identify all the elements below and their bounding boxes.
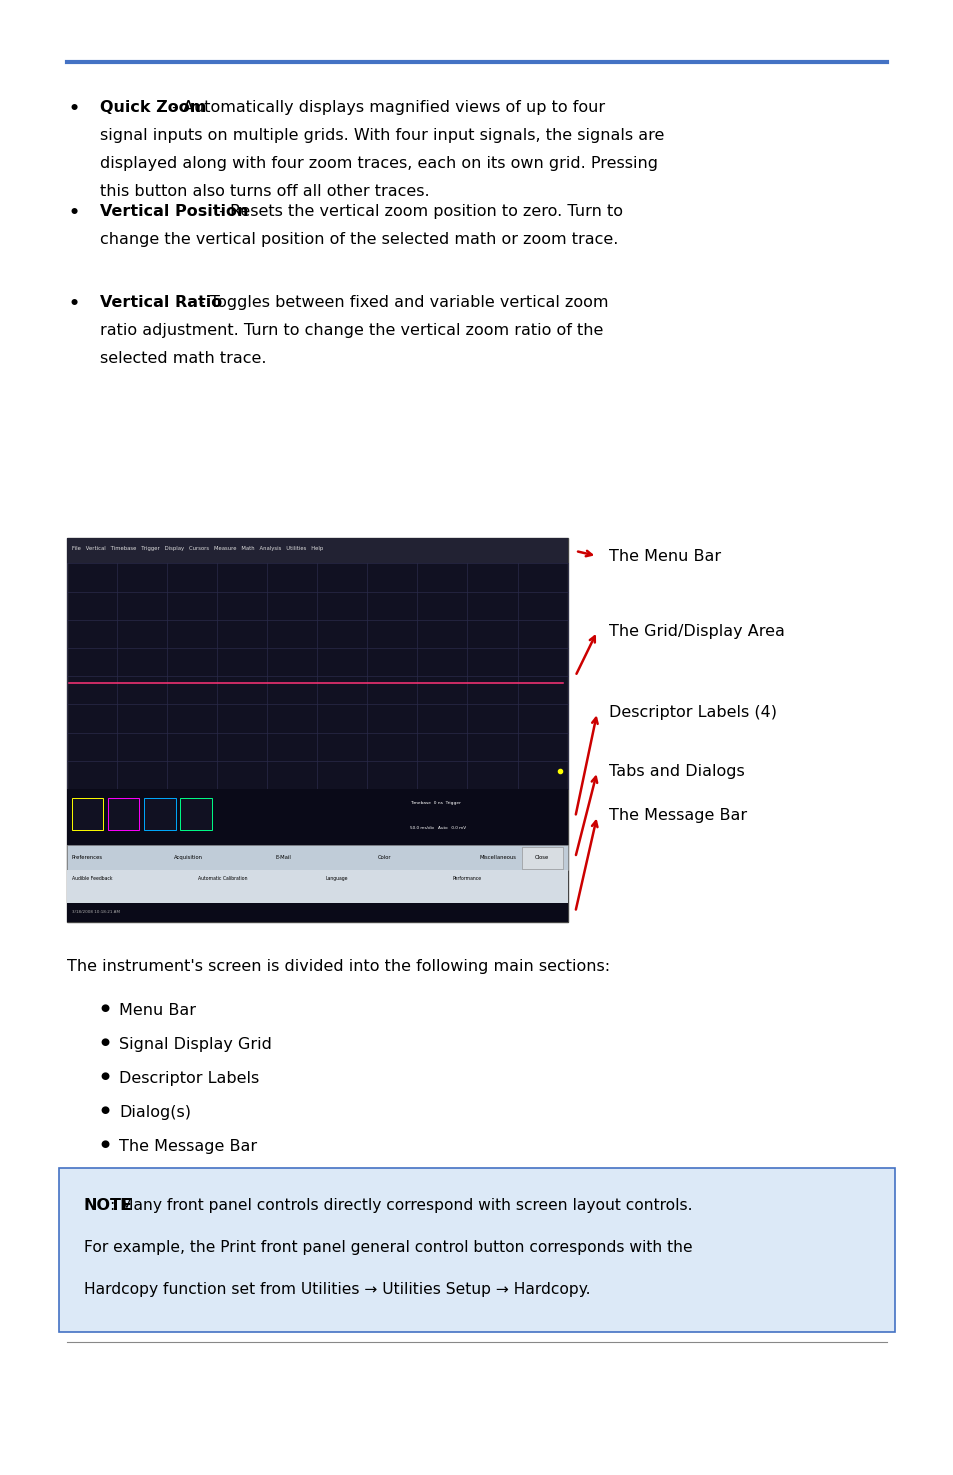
Text: The Message Bar: The Message Bar xyxy=(119,1139,257,1153)
Text: Preferences: Preferences xyxy=(71,855,103,860)
Text: The instrument's screen is divided into the following main sections:: The instrument's screen is divided into … xyxy=(67,959,609,974)
Text: For example, the Print front panel general control button corresponds with the: For example, the Print front panel gener… xyxy=(84,1239,692,1255)
FancyBboxPatch shape xyxy=(67,870,567,903)
Text: ●: ● xyxy=(100,1037,109,1047)
Text: Miscellaneous: Miscellaneous xyxy=(479,855,517,860)
Text: Color: Color xyxy=(377,855,391,860)
Text: Descriptor Labels (4): Descriptor Labels (4) xyxy=(608,705,776,720)
Text: •: • xyxy=(69,100,80,118)
Text: Vertical Position: Vertical Position xyxy=(100,204,249,218)
Text: Timebase  0 ns  Trigger: Timebase 0 ns Trigger xyxy=(410,801,460,805)
Text: The Message Bar: The Message Bar xyxy=(608,808,746,823)
Text: ratio adjustment. Turn to change the vertical zoom ratio of the: ratio adjustment. Turn to change the ver… xyxy=(100,323,603,338)
FancyBboxPatch shape xyxy=(67,903,567,922)
Text: Signal Display Grid: Signal Display Grid xyxy=(119,1037,272,1052)
FancyBboxPatch shape xyxy=(71,798,103,830)
Text: - Resets the vertical zoom position to zero. Turn to: - Resets the vertical zoom position to z… xyxy=(213,204,622,218)
Text: this button also turns off all other traces.: this button also turns off all other tra… xyxy=(100,184,430,199)
Text: - Toggles between fixed and variable vertical zoom: - Toggles between fixed and variable ver… xyxy=(193,295,607,310)
Text: 50.0 ms/div   Auto   0.0 mV: 50.0 ms/div Auto 0.0 mV xyxy=(410,826,466,830)
FancyBboxPatch shape xyxy=(108,798,139,830)
Text: Language: Language xyxy=(325,876,348,881)
Text: change the vertical position of the selected math or zoom trace.: change the vertical position of the sele… xyxy=(100,232,618,246)
Text: 3/18/2008 10:18:21 AM: 3/18/2008 10:18:21 AM xyxy=(71,910,119,914)
Text: ●: ● xyxy=(100,1071,109,1081)
FancyBboxPatch shape xyxy=(521,847,562,869)
Text: ●: ● xyxy=(100,1105,109,1115)
Text: Dialog(s): Dialog(s) xyxy=(119,1105,191,1120)
Text: Descriptor Labels: Descriptor Labels xyxy=(119,1071,259,1086)
Text: Performance: Performance xyxy=(452,876,481,881)
Text: ●: ● xyxy=(100,1003,109,1013)
Text: Menu Bar: Menu Bar xyxy=(119,1003,196,1018)
Text: Automatic Calibration: Automatic Calibration xyxy=(198,876,248,881)
Text: : Many front panel controls directly correspond with screen layout controls.: : Many front panel controls directly cor… xyxy=(110,1198,692,1212)
Text: •: • xyxy=(69,295,80,313)
Text: NOTE: NOTE xyxy=(84,1198,132,1212)
FancyBboxPatch shape xyxy=(67,538,567,922)
Text: Audible Feedback: Audible Feedback xyxy=(71,876,112,881)
Text: Hardcopy function set from Utilities → Utilities Setup → Hardcopy.: Hardcopy function set from Utilities → U… xyxy=(84,1282,590,1297)
Text: Quick Zoom: Quick Zoom xyxy=(100,100,207,115)
FancyBboxPatch shape xyxy=(144,798,175,830)
Text: displayed along with four zoom traces, each on its own grid. Pressing: displayed along with four zoom traces, e… xyxy=(100,156,658,171)
FancyBboxPatch shape xyxy=(67,789,567,845)
FancyBboxPatch shape xyxy=(67,845,567,870)
FancyBboxPatch shape xyxy=(180,798,212,830)
Text: signal inputs on multiple grids. With four input signals, the signals are: signal inputs on multiple grids. With fo… xyxy=(100,128,664,143)
FancyBboxPatch shape xyxy=(59,1168,894,1332)
Text: Acquisition: Acquisition xyxy=(173,855,202,860)
Text: ●: ● xyxy=(100,1139,109,1149)
Text: Vertical Ratio: Vertical Ratio xyxy=(100,295,222,310)
Text: File   Vertical   Timebase   Trigger   Display   Cursors   Measure   Math   Anal: File Vertical Timebase Trigger Display C… xyxy=(71,546,322,550)
FancyBboxPatch shape xyxy=(67,538,567,563)
Text: The Menu Bar: The Menu Bar xyxy=(608,549,720,563)
Text: The Grid/Display Area: The Grid/Display Area xyxy=(608,624,783,639)
Text: - Automatically displays magnified views of up to four: - Automatically displays magnified views… xyxy=(167,100,604,115)
Text: •: • xyxy=(69,204,80,221)
Text: Tabs and Dialogs: Tabs and Dialogs xyxy=(608,764,743,779)
Text: selected math trace.: selected math trace. xyxy=(100,351,267,366)
Text: E-Mail: E-Mail xyxy=(275,855,292,860)
Text: Close: Close xyxy=(535,855,548,860)
